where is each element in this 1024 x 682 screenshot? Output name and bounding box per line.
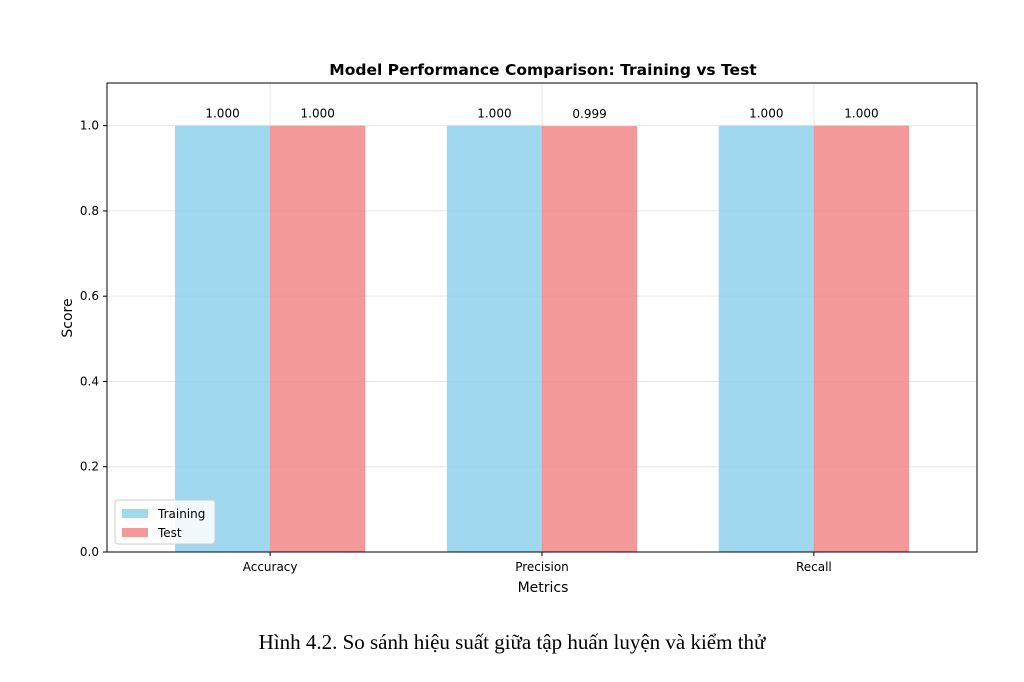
- bar-training: [446, 125, 542, 553]
- bar-value-label: 1.000: [477, 107, 511, 121]
- bar-test: [270, 125, 366, 553]
- y-tick-label: 1.0: [80, 119, 99, 133]
- bar-test: [813, 125, 910, 553]
- bar-value-label: 1.000: [844, 107, 878, 121]
- legend-swatch-training: [122, 509, 148, 518]
- y-tick-label: 0.6: [80, 289, 99, 303]
- y-axis-label: Score: [60, 298, 76, 337]
- bar-training: [174, 125, 271, 553]
- figure-caption: Hình 4.2. So sánh hiệu suất giữa tập huấ…: [258, 630, 766, 654]
- bar-training: [718, 125, 814, 553]
- bar-test: [542, 126, 638, 552]
- x-axis-label: Metrics: [518, 580, 569, 596]
- y-tick-label: 0.0: [80, 545, 99, 559]
- x-tick-label: Accuracy: [243, 560, 298, 574]
- chart-container: Model Performance Comparison: Training v…: [60, 61, 978, 596]
- bar-value-label: 0.999: [572, 107, 606, 121]
- legend-swatch-test: [122, 528, 148, 537]
- y-tick-label: 0.4: [80, 374, 99, 388]
- y-tick-label: 0.2: [80, 460, 99, 474]
- bar-value-label: 1.000: [301, 107, 335, 121]
- x-tick-label: Precision: [515, 560, 569, 574]
- data-labels: 1.000 1.000 1.000 1.000 0.999 1.000: [205, 107, 878, 121]
- bar-value-label: 1.000: [205, 107, 239, 121]
- legend-label-test: Test: [157, 526, 182, 540]
- bars: [174, 125, 910, 553]
- legend: Training Test: [114, 499, 216, 545]
- y-tick-label: 0.8: [80, 204, 99, 218]
- bar-chart: Model Performance Comparison: Training v…: [60, 61, 978, 596]
- chart-title: Model Performance Comparison: Training v…: [329, 61, 757, 79]
- axis-ticks: 0.0 0.2 0.4 0.6 0.8 1.0 Accuracy Precision Recal…: [80, 119, 832, 574]
- bar-value-label: 1.000: [749, 107, 783, 121]
- x-tick-label: Recall: [796, 560, 832, 574]
- legend-label-training: Training: [157, 507, 205, 521]
